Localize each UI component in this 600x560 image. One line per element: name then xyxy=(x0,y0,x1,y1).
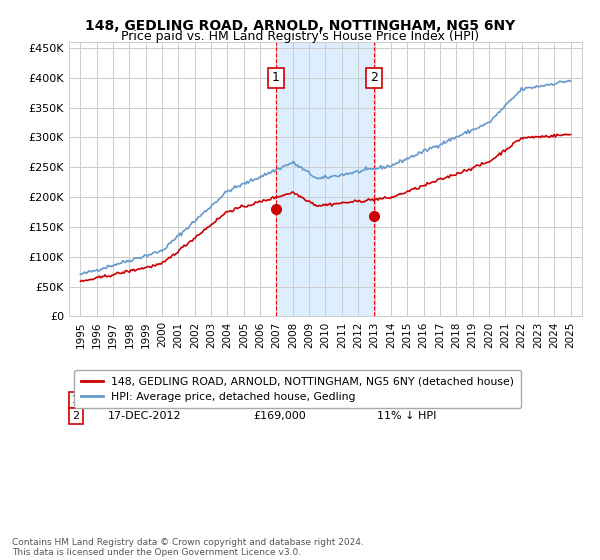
Text: £169,000: £169,000 xyxy=(254,411,307,421)
Text: 2: 2 xyxy=(72,411,79,421)
Text: 148, GEDLING ROAD, ARNOLD, NOTTINGHAM, NG5 6NY: 148, GEDLING ROAD, ARNOLD, NOTTINGHAM, N… xyxy=(85,19,515,33)
Text: 2: 2 xyxy=(370,71,378,85)
Text: 1: 1 xyxy=(72,395,79,405)
Text: 1: 1 xyxy=(272,71,280,85)
Text: 11% ↓ HPI: 11% ↓ HPI xyxy=(377,411,436,421)
Text: Price paid vs. HM Land Registry's House Price Index (HPI): Price paid vs. HM Land Registry's House … xyxy=(121,30,479,43)
Text: 15-DEC-2006: 15-DEC-2006 xyxy=(107,395,181,405)
Text: £180,000: £180,000 xyxy=(254,395,307,405)
Text: Contains HM Land Registry data © Crown copyright and database right 2024.
This d: Contains HM Land Registry data © Crown c… xyxy=(12,538,364,557)
Text: 11% ↓ HPI: 11% ↓ HPI xyxy=(377,395,436,405)
Text: 17-DEC-2012: 17-DEC-2012 xyxy=(107,411,181,421)
Bar xyxy=(276,42,374,316)
Legend: 148, GEDLING ROAD, ARNOLD, NOTTINGHAM, NG5 6NY (detached house), HPI: Average pr: 148, GEDLING ROAD, ARNOLD, NOTTINGHAM, N… xyxy=(74,370,521,408)
